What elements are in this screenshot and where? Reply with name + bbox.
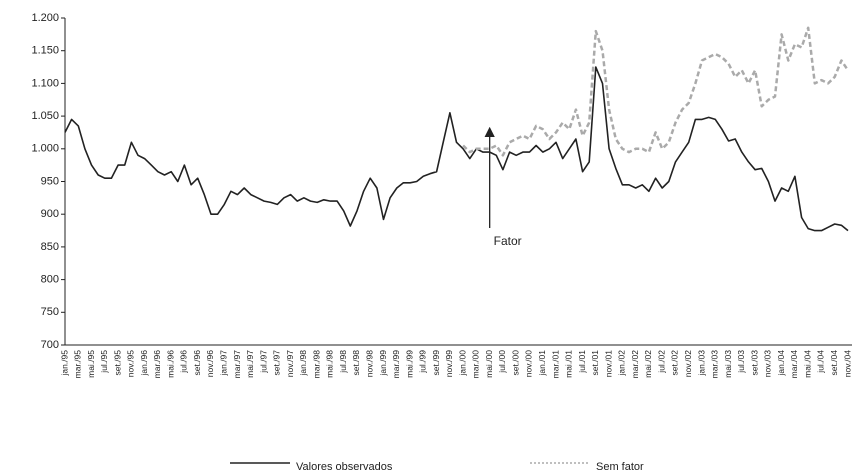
- x-tick-label: mai./01: [564, 350, 574, 378]
- x-tick-label: jul./02: [656, 350, 666, 374]
- series-line: [64, 66, 849, 232]
- x-tick-label: mar./96: [152, 350, 162, 379]
- x-tick-label: mar./98: [311, 350, 321, 379]
- x-tick-label: nov./04: [842, 350, 852, 378]
- x-tick-label: nov./98: [364, 350, 374, 378]
- x-tick-label: nov./03: [763, 350, 773, 378]
- x-tick-label: jul./99: [418, 350, 428, 374]
- x-tick-label: set./98: [351, 350, 361, 376]
- x-tick-label: set./99: [431, 350, 441, 376]
- series-line: [462, 26, 850, 157]
- x-tick-label: set./00: [510, 350, 520, 376]
- x-tick-label: set./04: [829, 350, 839, 376]
- x-tick-label: jan./02: [617, 350, 627, 377]
- x-tick-label: jul./00: [497, 350, 507, 374]
- x-tick-label: set./97: [272, 350, 282, 376]
- x-tick-label: mai./03: [723, 350, 733, 378]
- x-tick-label: nov./01: [603, 350, 613, 378]
- x-tick-label: jan./00: [457, 350, 467, 377]
- x-tick-label: jul./98: [338, 350, 348, 374]
- x-tick-label: mai./02: [643, 350, 653, 378]
- x-tick-label: mar./00: [471, 350, 481, 379]
- x-tick-label: jul./95: [99, 350, 109, 374]
- x-tick-label: mar./02: [630, 350, 640, 379]
- y-tick-label: 750: [41, 306, 59, 318]
- x-tick-label: mar./99: [391, 350, 401, 379]
- x-tick-label: mai./96: [165, 350, 175, 378]
- x-tick-label: nov./02: [683, 350, 693, 378]
- x-tick-label: jan./04: [776, 350, 786, 377]
- x-tick-label: nov./95: [126, 350, 136, 378]
- x-tick-label: jan./97: [219, 350, 229, 377]
- x-tick-label: set./01: [590, 350, 600, 376]
- annotation: Fator: [494, 234, 522, 248]
- y-tick-label: 1.200: [31, 12, 59, 24]
- x-tick-label: mai./00: [484, 350, 494, 378]
- y-tick-label: 1.050: [31, 110, 59, 122]
- x-tick-label: set./95: [112, 350, 122, 376]
- x-tick-label: jul./04: [816, 350, 826, 374]
- x-tick-label: jan./96: [139, 350, 149, 377]
- x-tick-label: jul./03: [736, 350, 746, 374]
- y-tick-label: 700: [41, 339, 59, 351]
- x-tick-label: jul./01: [577, 350, 587, 374]
- x-tick-label: mar./95: [73, 350, 83, 379]
- x-tick-label: mai./99: [404, 350, 414, 378]
- x-tick-label: nov./00: [524, 350, 534, 378]
- y-tick-label: 1.000: [31, 143, 59, 155]
- y-tick-label: 1.150: [31, 45, 59, 57]
- x-tick-label: mar./03: [710, 350, 720, 379]
- x-tick-label: mar./97: [232, 350, 242, 379]
- x-tick-label: jan./95: [59, 350, 69, 377]
- y-tick-label: 950: [41, 175, 59, 187]
- x-tick-label: set./03: [749, 350, 759, 376]
- x-tick-label: mar./01: [550, 350, 560, 379]
- x-tick-label: mai./98: [325, 350, 335, 378]
- x-tick-label: mai./97: [245, 350, 255, 378]
- x-tick-label: jan./03: [696, 350, 706, 377]
- x-tick-label: nov./97: [285, 350, 295, 378]
- x-tick-label: jan./98: [298, 350, 308, 377]
- x-tick-label: set./96: [192, 350, 202, 376]
- x-tick-label: mai./04: [802, 350, 812, 378]
- y-tick-label: 1.100: [31, 77, 59, 89]
- legend-label: Sem fator: [596, 461, 644, 471]
- x-tick-label: jan./99: [378, 350, 388, 377]
- y-tick-label: 900: [41, 208, 59, 220]
- legend-label: Valores observados: [296, 461, 393, 471]
- y-tick-label: 800: [41, 274, 59, 286]
- x-tick-label: set./02: [670, 350, 680, 376]
- x-tick-label: jan./01: [537, 350, 547, 377]
- x-tick-label: nov./99: [444, 350, 454, 378]
- x-tick-label: mai./95: [86, 350, 96, 378]
- x-tick-label: jul./97: [258, 350, 268, 374]
- x-tick-label: mar./04: [789, 350, 799, 379]
- x-tick-label: jul./96: [179, 350, 189, 374]
- x-tick-label: nov./96: [205, 350, 215, 378]
- y-tick-label: 850: [41, 241, 59, 253]
